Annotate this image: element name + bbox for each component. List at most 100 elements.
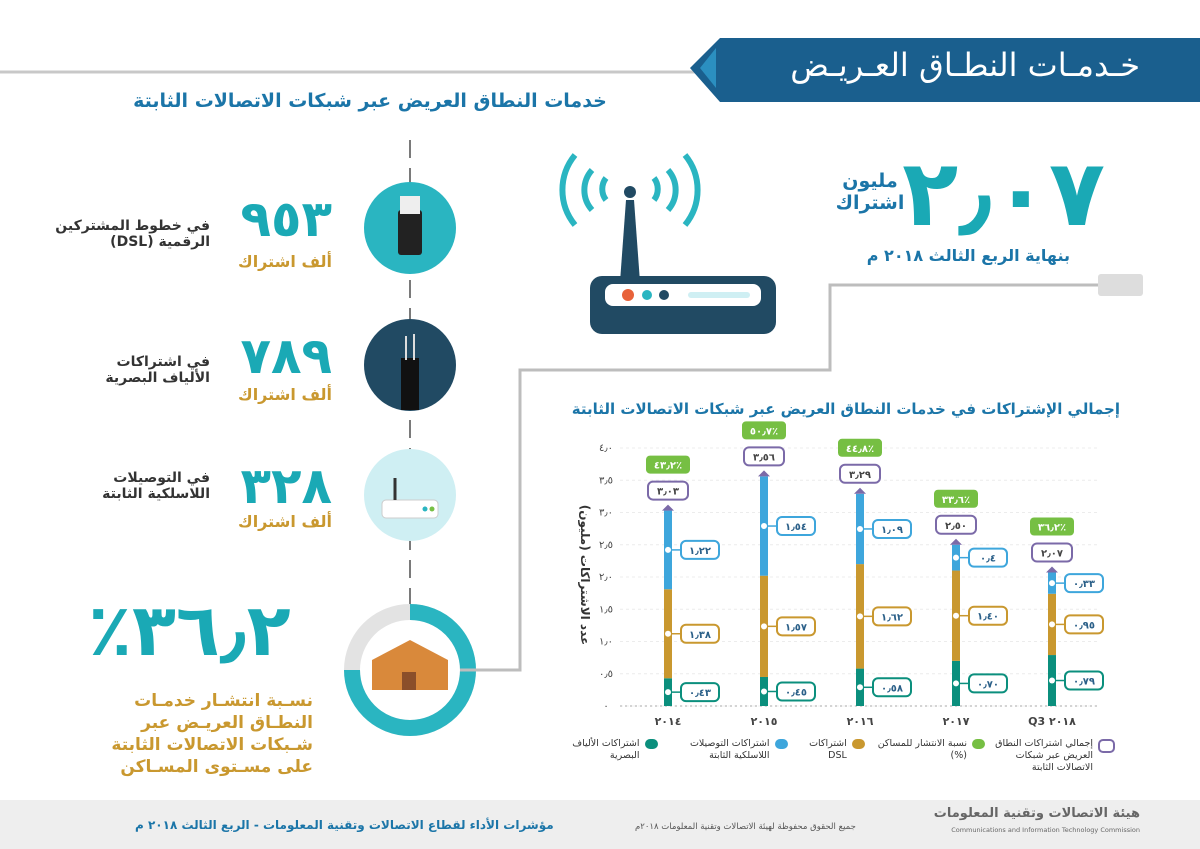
label-dot	[665, 689, 671, 696]
led	[422, 506, 428, 512]
label-dot	[857, 613, 863, 620]
value-label-box	[1064, 573, 1104, 594]
legend-label: إجمالي اشتراكات النطاق العريض عبر شبكات …	[995, 738, 1093, 773]
value-label: ٠٫٩٥	[1073, 620, 1095, 631]
value-label: ١٫٦٢	[881, 612, 903, 623]
banner-accent	[700, 48, 716, 88]
footer-band	[0, 800, 1200, 849]
donut-arc	[344, 604, 476, 736]
penetration-badge	[934, 489, 978, 508]
value-label-box	[872, 606, 912, 627]
signal	[559, 153, 701, 227]
banner	[690, 38, 1200, 102]
value-label: ١٫٣٨	[689, 630, 711, 641]
antenna-tip	[624, 186, 636, 198]
value-label: ٠٫٤٥	[785, 687, 807, 698]
y-tick-label: ٢٫٥	[599, 540, 613, 551]
value-label-box	[1064, 614, 1104, 635]
led	[642, 290, 652, 300]
label-dot	[1049, 580, 1055, 587]
signal	[581, 168, 679, 212]
legend-label: نسبة الانتشار للمساكن (%)	[877, 738, 967, 761]
stat-value: ٣٢٨	[240, 457, 332, 515]
penetration-badge	[742, 421, 786, 440]
label-dot	[857, 525, 863, 532]
mini-router	[381, 499, 439, 519]
x-tick-label: ٢٠١٧	[943, 715, 970, 728]
value-label-box	[968, 547, 1008, 568]
total-label-box	[743, 446, 785, 467]
legend-swatch	[774, 739, 788, 749]
legend-swatch	[1098, 739, 1115, 753]
value-label-box	[1064, 670, 1104, 691]
penetration-text: نسـبة انتشـار خدمـات النطـاق العريـض عبر…	[111, 691, 313, 778]
banner-title: خـدمـات النطـاق العـريـض	[790, 46, 1140, 84]
led	[429, 506, 435, 512]
connector-line	[460, 283, 1100, 672]
value-label-box	[968, 605, 1008, 626]
total-marker	[854, 487, 866, 494]
led	[659, 290, 669, 300]
legend-swatch	[644, 739, 658, 749]
total-label: ٢٫٥٠	[945, 521, 967, 532]
legend-item: إجمالي اشتراكات النطاق العريض عبر شبكات …	[995, 738, 1115, 774]
total-label-box	[935, 514, 977, 535]
legend-label: اشتراكات DSL	[809, 738, 847, 761]
value-label: ٠٫٥٨	[881, 683, 903, 694]
legend-label: اشتراكات الألياف البصرية	[572, 738, 640, 761]
x-tick-label: ٢٠١٦	[847, 715, 874, 728]
penetration-label: ٥٠٫٧٪	[750, 426, 778, 437]
legend-item: اشتراكات الألياف البصرية	[555, 738, 658, 762]
stat-unit: ألف اشتراك	[238, 512, 332, 531]
total-marker	[1046, 566, 1058, 573]
penetration-badge	[1030, 517, 1074, 536]
value-label: ٠٫٤٣	[689, 688, 711, 699]
legend-swatch	[851, 739, 865, 749]
logo-en: Communications and Information Technolog…	[951, 826, 1140, 834]
total-marker	[758, 470, 770, 477]
headline-note: بنهاية الربع الثالث ٢٠١٨ م	[866, 246, 1070, 265]
value-label-box	[680, 623, 720, 644]
stat-value: ٩٥٣	[240, 190, 332, 248]
label-dot	[761, 623, 767, 630]
total-label: ٢٫٠٧	[1041, 548, 1063, 559]
value-label-box	[680, 539, 720, 560]
stat-unit: ألف اشتراك	[238, 385, 332, 404]
y-tick-label: ١٫٠	[599, 637, 613, 648]
footer-center: جميع الحقوق محفوظة لهيئة الاتصالات وتقني…	[635, 822, 856, 832]
x-tick-label: ٢٠١٤	[655, 715, 682, 728]
value-label-box	[968, 673, 1008, 694]
y-tick-label: ٣٫٥	[599, 475, 613, 486]
stat-unit: ألف اشتراك	[238, 252, 332, 271]
footer-left: مؤشرات الأداء لقطاع الاتصالات وتقنية الم…	[135, 818, 554, 832]
y-axis-label: عدد الاشتراكات (مليون)	[578, 504, 592, 646]
legend: إجمالي اشتراكات النطاق العريض عبر شبكات …	[555, 738, 1115, 774]
penetration-label: ٣٦٫٢٪	[1038, 522, 1066, 533]
label-dot	[665, 546, 671, 553]
value-label-box	[776, 616, 816, 637]
label-dot	[1049, 621, 1055, 628]
label-dot	[1049, 677, 1055, 684]
chart: ٠ ٠٫٥ ١٫٠ ١٫٥ ٢٫٠ ٢٫٥ ٣٫٠ ٣٫٥ ٤٫٠ ٢٠١٤ ٠٫٤٣ ١٫٣٨ ١٫٢…	[599, 421, 1104, 728]
label-dot	[953, 680, 959, 687]
legend-item: نسبة الانتشار للمساكن (%)	[875, 738, 985, 762]
value-label-box	[872, 518, 912, 539]
label-dot	[857, 684, 863, 691]
label-dot	[761, 523, 767, 530]
penetration-badge	[838, 438, 882, 457]
label-dot	[761, 688, 767, 695]
label-dot	[953, 612, 959, 619]
y-tick-label: ٤٫٠	[599, 443, 613, 454]
x-tick-label: Q3 ٢٠١٨	[1028, 715, 1076, 728]
value-label-box	[872, 677, 912, 698]
fiber-cable	[401, 358, 419, 410]
logo-ar: هيئة الاتصالات وتقنية المعلومات	[933, 806, 1140, 821]
stat-label: في التوصيلات اللاسلكية الثابتة	[102, 470, 210, 502]
chart-title: إجمالي الإشتراكات في خدمات النطاق العريض…	[571, 400, 1120, 418]
total-label-box	[647, 480, 689, 501]
penetration-value: ٣٦٫٢٪	[88, 588, 291, 672]
subtitle: خدمات النطاق العريض عبر شبكات الاتصالات …	[133, 90, 607, 112]
stat-value: ٧٨٩	[240, 327, 332, 385]
stat-label: في خطوط المشتركين الرقمية (DSL)	[55, 218, 210, 250]
router-slot	[688, 292, 750, 298]
